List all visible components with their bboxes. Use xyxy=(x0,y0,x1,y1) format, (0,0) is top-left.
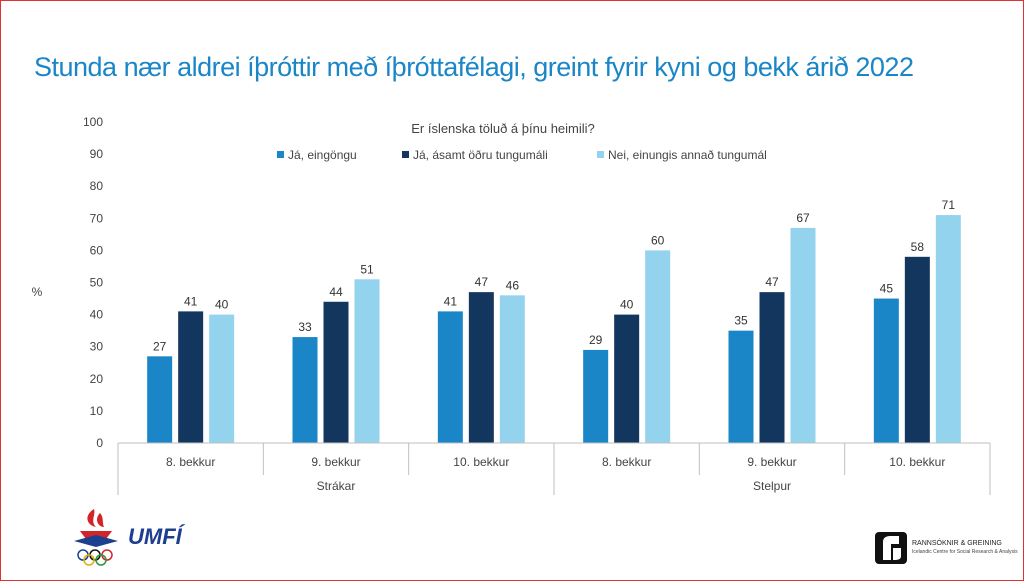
bars: 27 41 40 33 44 51 41 47 46 29 40 60 35 47 67 45 58 71 xyxy=(147,198,961,443)
bar xyxy=(178,311,204,443)
rannsoknir-greining-name: RANNSÓKNIR & GREINING xyxy=(912,540,1002,547)
data-label: 40 xyxy=(215,298,229,312)
bar xyxy=(935,215,961,443)
bar xyxy=(209,314,235,443)
x-tick-label: 8. bekkur xyxy=(602,455,651,469)
legend-label: Nei, einungis annað tungumál xyxy=(608,148,767,162)
data-label: 33 xyxy=(298,320,312,334)
data-label: 58 xyxy=(911,240,925,254)
bar xyxy=(354,279,380,443)
legend: Já, eingöngu Já, ásamt öðru tungumáli Nei,… xyxy=(277,148,767,162)
bar xyxy=(728,330,754,443)
legend-swatch xyxy=(277,151,284,158)
y-tick-label: 10 xyxy=(90,404,104,418)
bar xyxy=(292,337,318,443)
bar xyxy=(790,227,816,443)
bar xyxy=(437,311,463,443)
data-label: 60 xyxy=(651,233,665,247)
x-tick-label: 9. bekkur xyxy=(747,455,796,469)
y-tick-label: 80 xyxy=(90,179,104,193)
bar xyxy=(147,356,173,443)
data-label: 67 xyxy=(796,211,810,225)
data-label: 44 xyxy=(329,285,343,299)
y-tick-label: 20 xyxy=(90,372,104,386)
rannsoknir-greining-logo xyxy=(875,532,907,564)
flame-icon xyxy=(87,509,96,527)
data-label: 35 xyxy=(734,314,748,328)
data-label: 46 xyxy=(506,278,520,292)
legend-title: Er íslenska töluð á þínu heimili? xyxy=(411,121,595,136)
data-label: 41 xyxy=(184,294,198,308)
x-tick-label: 10. bekkur xyxy=(453,455,509,469)
legend-label: Já, eingöngu xyxy=(288,148,357,162)
bar xyxy=(873,298,899,443)
x-tick-label: 9. bekkur xyxy=(311,455,360,469)
bar xyxy=(323,301,349,443)
bar xyxy=(759,292,785,443)
x-group-label: Strákar xyxy=(317,479,356,493)
x-tick-label: 8. bekkur xyxy=(166,455,215,469)
data-label: 27 xyxy=(153,339,167,353)
legend-label: Já, ásamt öðru tungumáli xyxy=(413,148,548,162)
y-tick-label: 50 xyxy=(90,276,104,290)
y-tick-label: 30 xyxy=(90,340,104,354)
bar xyxy=(583,349,609,443)
slide-title: Stunda nær aldrei íþróttir með íþróttafé… xyxy=(34,52,914,82)
x-tick-label: 10. bekkur xyxy=(889,455,945,469)
data-label: 40 xyxy=(620,298,634,312)
bar xyxy=(904,256,930,443)
bar xyxy=(468,292,494,443)
data-label: 41 xyxy=(444,294,458,308)
legend-swatch xyxy=(402,151,409,158)
legend-swatch xyxy=(597,151,604,158)
data-label: 71 xyxy=(942,198,956,212)
x-axis: 8. bekkur 9. bekkur 10. bekkur 8. bekkur 9. … xyxy=(117,442,991,495)
rannsoknir-greining-subtitle: Icelandic Centre for Social Research & A… xyxy=(912,549,1018,555)
umfi-logo-text: UMFÍ xyxy=(128,524,182,549)
y-axis: 0 10 20 30 40 50 60 70 80 90 100 xyxy=(83,115,103,450)
bar xyxy=(645,250,671,443)
y-tick-label: 70 xyxy=(90,211,104,225)
data-label: 51 xyxy=(360,262,374,276)
data-label: 47 xyxy=(475,275,489,289)
y-tick-label: 100 xyxy=(83,115,103,129)
x-group-label: Stelpur xyxy=(753,479,791,493)
y-tick-label: 40 xyxy=(90,308,104,322)
data-label: 29 xyxy=(589,333,603,347)
y-tick-label: 90 xyxy=(90,147,104,161)
y-axis-label: % xyxy=(32,285,43,299)
y-tick-label: 0 xyxy=(96,436,103,450)
bar xyxy=(614,314,640,443)
data-label: 45 xyxy=(880,282,894,296)
y-tick-label: 60 xyxy=(90,243,104,257)
data-label: 47 xyxy=(765,275,779,289)
bar xyxy=(499,295,525,443)
umfi-logo xyxy=(74,509,118,566)
